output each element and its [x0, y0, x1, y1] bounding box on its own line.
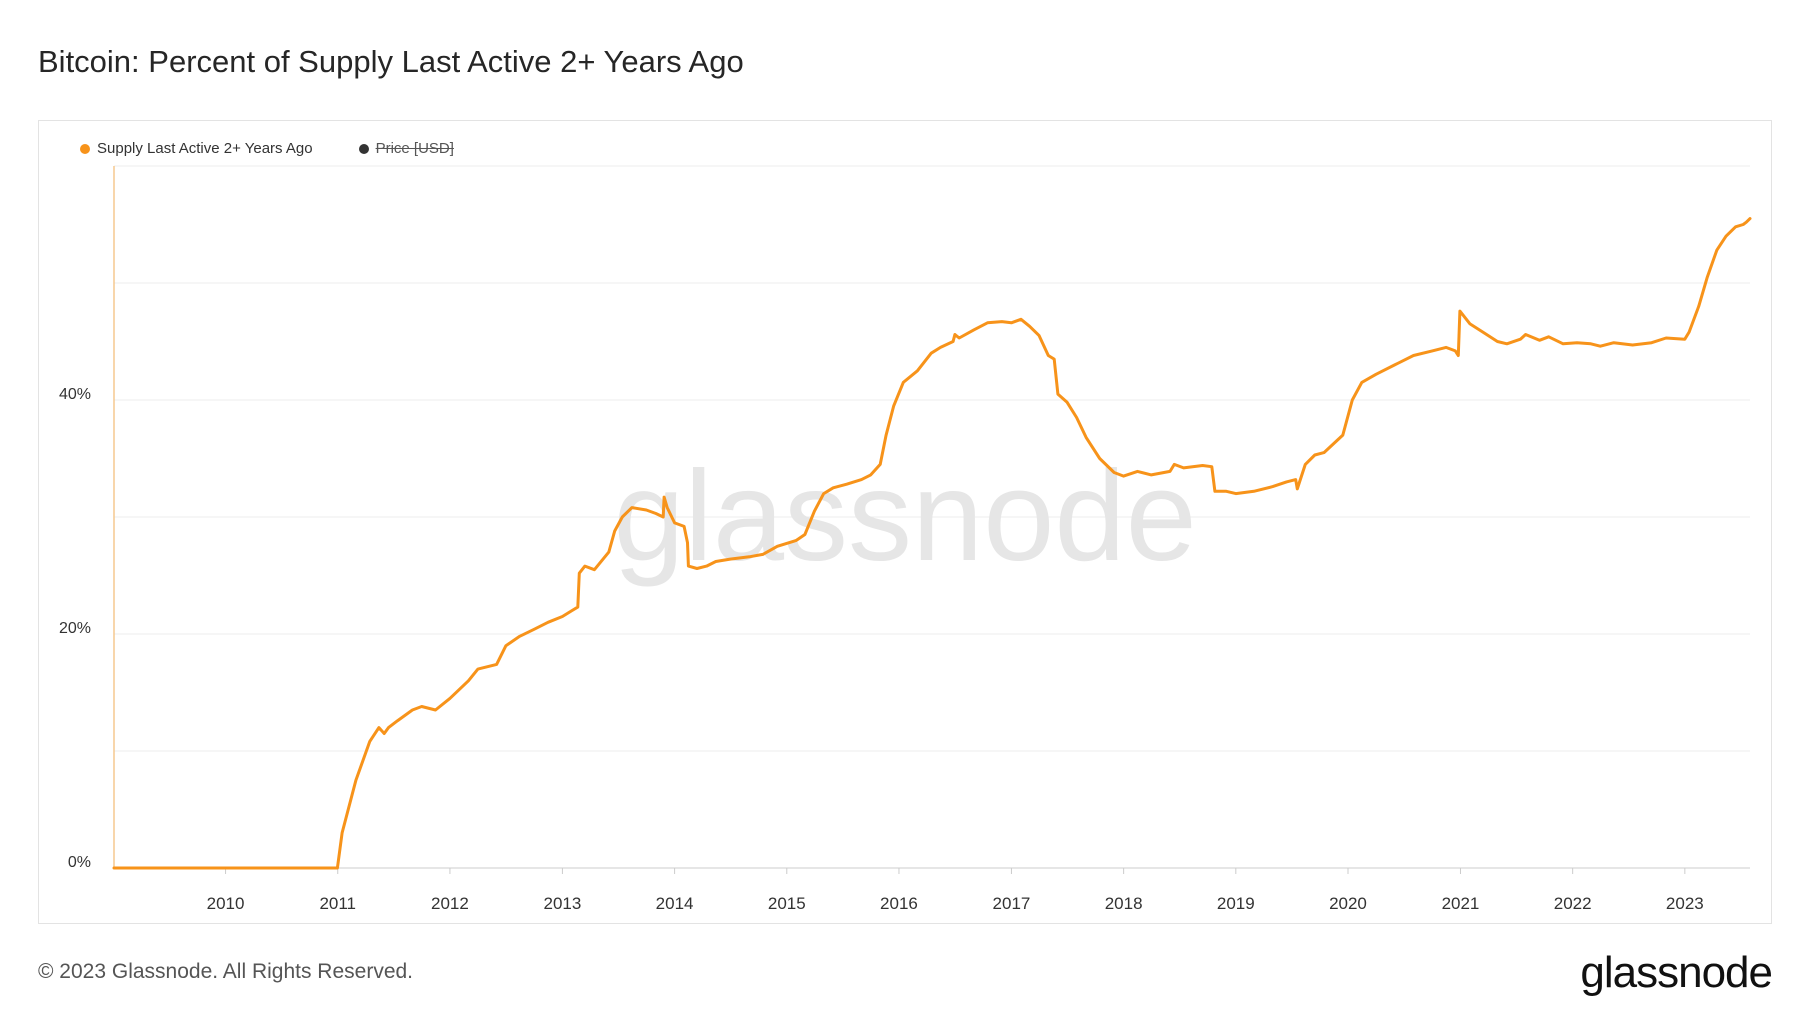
x-tick-label: 2012 — [431, 894, 469, 913]
y-tick-label: 40% — [59, 386, 91, 403]
legend-item-price[interactable]: Price [USD] — [358, 140, 454, 157]
legend-item-supply[interactable]: Supply Last Active 2+ Years Ago — [80, 140, 313, 157]
glassnode-logo[interactable]: glassnode — [1580, 948, 1773, 997]
y-tick-label: 0% — [68, 854, 91, 871]
x-tick-label: 2021 — [1442, 894, 1480, 913]
axes: 0% 20% 40% 2010 2011 2012 2013 2014 2015 2016 2017… — [59, 166, 1750, 913]
x-tick-label: 2010 — [207, 894, 245, 913]
chart-frame — [38, 120, 1772, 924]
chart-legend: Supply Last Active 2+ Years Ago Price [U… — [80, 140, 454, 157]
x-tick-label: 2020 — [1329, 894, 1367, 913]
x-tick-label: 2018 — [1105, 894, 1143, 913]
legend-label-supply: Supply Last Active 2+ Years Ago — [97, 140, 313, 157]
x-tick-label: 2022 — [1554, 894, 1592, 913]
x-tick-label: 2023 — [1666, 894, 1704, 913]
legend-label-price: Price [USD] — [375, 140, 454, 157]
legend-dot-supply-icon — [80, 143, 90, 154]
copyright-footer: © 2023 Glassnode. All Rights Reserved. — [38, 960, 414, 983]
x-tick-label: 2014 — [656, 894, 694, 913]
x-tick-label: 2013 — [544, 894, 582, 913]
x-tick-label: 2017 — [993, 894, 1031, 913]
x-tick-label: 2019 — [1217, 894, 1255, 913]
series-layer — [112, 217, 1752, 870]
x-tick-label: 2011 — [319, 894, 356, 913]
chart-title: Bitcoin: Percent of Supply Last Active 2… — [38, 44, 744, 79]
series-line-supply-2y[interactable] — [112, 217, 1752, 870]
y-tick-label: 20% — [59, 620, 91, 637]
x-tick-label: 2016 — [880, 894, 918, 913]
x-tick-label: 2015 — [768, 894, 806, 913]
legend-dot-price-icon — [358, 143, 369, 154]
